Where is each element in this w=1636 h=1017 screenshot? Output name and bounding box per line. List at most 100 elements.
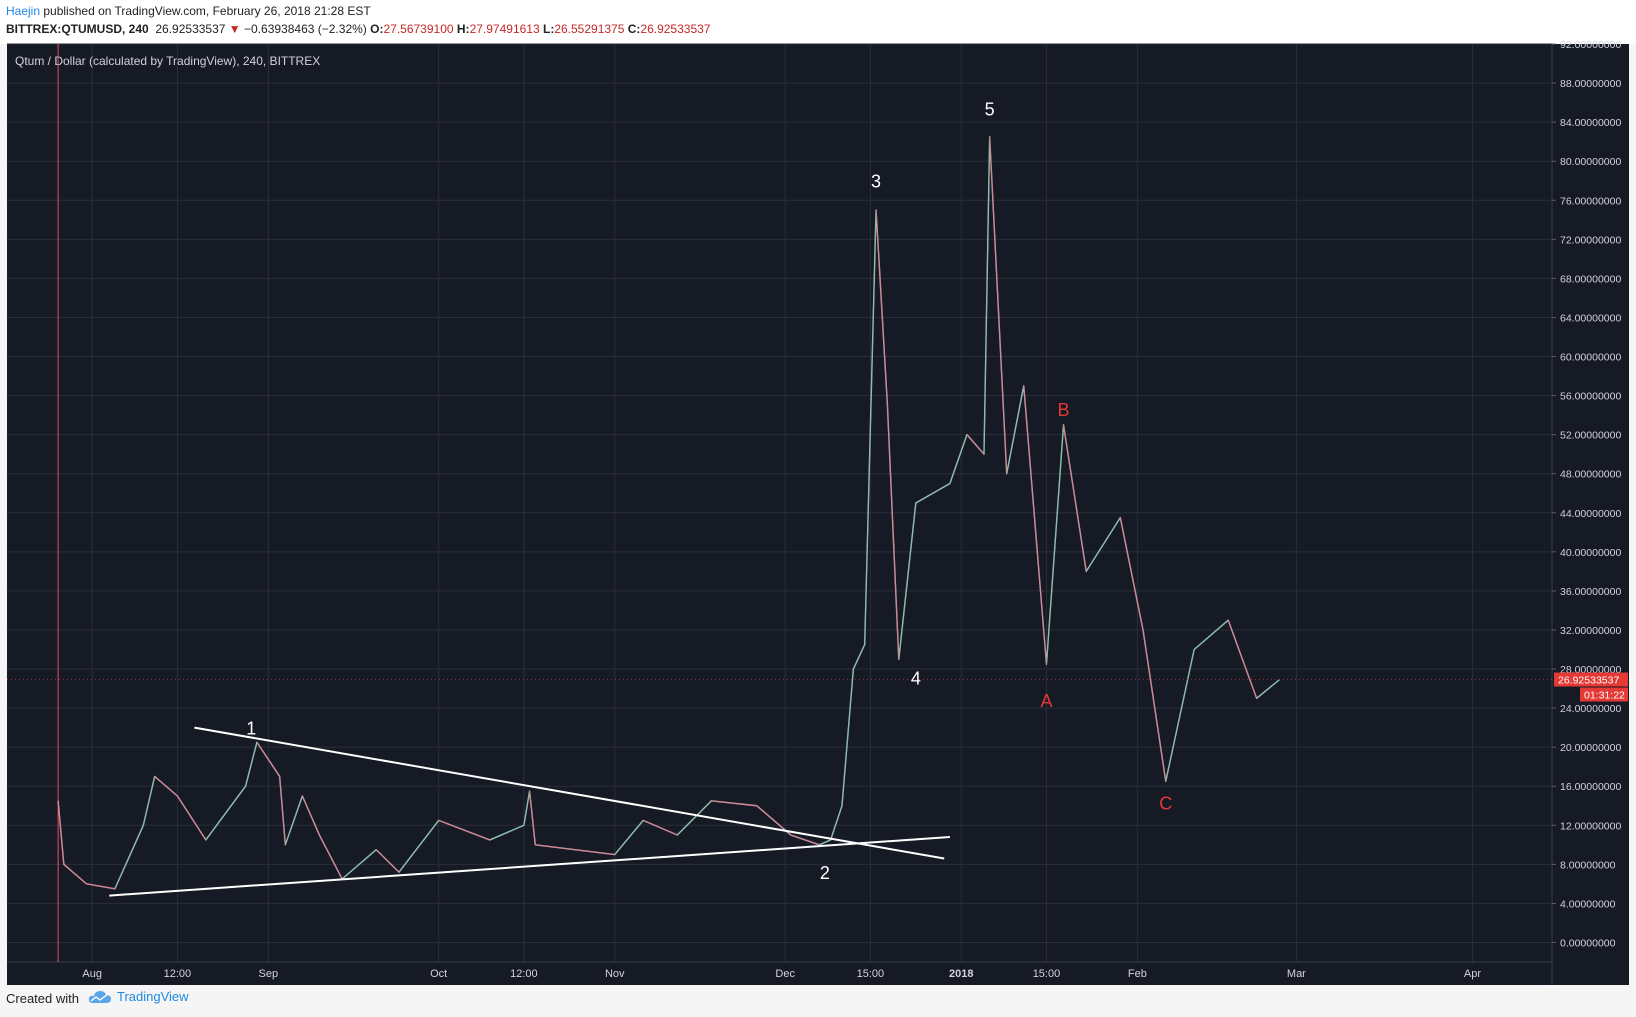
down-move-segment	[256, 742, 281, 777]
price-tick-label: 24.00000000	[1560, 703, 1621, 715]
wave-label: C	[1159, 794, 1172, 814]
down-move-segment	[790, 834, 820, 846]
price-tick-label: 20.00000000	[1560, 742, 1621, 754]
up-move-segment	[341, 849, 377, 880]
price-tick-label: 88.00000000	[1560, 78, 1621, 90]
price-tick-label: 64.00000000	[1560, 312, 1621, 324]
up-move-segment	[915, 483, 951, 504]
time-tick-label: Sep	[258, 968, 278, 980]
created-with-text: Created with	[6, 991, 79, 1006]
last-price-tag-label: 26.92533537	[1558, 675, 1619, 687]
wave-label: 3	[871, 172, 881, 192]
tradingview-brand-label: TradingView	[117, 989, 189, 1004]
up-move-segment	[1046, 424, 1064, 665]
time-tick-label: Dec	[775, 968, 795, 980]
time-tick-label: 15:00	[857, 968, 885, 980]
up-move-segment	[949, 434, 968, 484]
low-label: L:	[542, 22, 555, 36]
price-tick-label: 12.00000000	[1560, 820, 1621, 832]
down-move-segment	[177, 795, 207, 841]
time-tick-label: 2018	[949, 968, 973, 980]
last-price-tag	[1554, 672, 1628, 687]
up-move-segment	[1256, 679, 1280, 699]
price-axis[interactable]: 92.00000000 88.00000000 84.00000000 80.0000…	[1552, 39, 1621, 949]
up-move-segment	[983, 136, 991, 455]
up-move-segment	[830, 805, 843, 841]
up-move-segment	[205, 785, 246, 841]
publish-info: Haejin published on TradingView.com, Feb…	[6, 4, 371, 18]
time-axis[interactable]: Aug 12:00 Sep Oct 12:00 Nov Dec 15:00 2018 15:00 F…	[82, 968, 1481, 980]
down-move-segment	[57, 800, 65, 865]
time-tick-label: 12:00	[510, 968, 538, 980]
close-value: 26.92533537	[640, 22, 711, 36]
time-tick-label: Mar	[1287, 968, 1306, 980]
down-move-segment	[375, 849, 400, 873]
wave-label: A	[1040, 691, 1052, 711]
up-move-segment	[1193, 619, 1229, 650]
up-move-segment	[1085, 517, 1121, 572]
price-tick-label: 76.00000000	[1560, 195, 1621, 207]
down-move-segment	[1142, 629, 1167, 782]
chart-pane[interactable]	[7, 44, 1629, 985]
price-change: −0.63938463 (−2.32%)	[244, 22, 367, 36]
price-tick-label: 92.00000000	[1560, 39, 1621, 51]
author-link[interactable]: Haejin	[6, 4, 41, 18]
wave-label: 1	[246, 718, 256, 738]
price-tick-label: 40.00000000	[1560, 547, 1621, 559]
up-move-segment	[676, 800, 712, 836]
price-tick-label: 4.00000000	[1560, 898, 1616, 910]
publish-text: published on TradingView.com, February 2…	[40, 4, 371, 18]
last-price-tags: 26.92533537 01:31:22	[7, 672, 1628, 702]
price-tick-label: 16.00000000	[1560, 781, 1621, 793]
wave-label: 2	[820, 863, 830, 883]
up-move-segment	[142, 776, 156, 826]
price-tick-label: 48.00000000	[1560, 469, 1621, 481]
price-tick-label: 44.00000000	[1560, 508, 1621, 520]
price-tick-label: 56.00000000	[1560, 391, 1621, 403]
up-move-segment	[1006, 385, 1025, 474]
price-tick-label: 72.00000000	[1560, 234, 1621, 246]
down-move-segment	[989, 136, 1008, 474]
down-move-segment	[301, 795, 320, 836]
header-bar: Haejin published on TradingView.com, Feb…	[0, 0, 1636, 44]
wave-label: 5	[985, 99, 995, 119]
ohlc-info: BITTREX:QTUMUSD, 240 26.92533537 ▼ −0.63…	[6, 22, 710, 36]
open-label: O:	[370, 22, 384, 36]
time-tick-label: Nov	[605, 968, 625, 980]
down-move-segment	[319, 834, 343, 880]
down-move-segment	[1063, 424, 1087, 572]
up-move-segment	[245, 742, 258, 787]
up-move-segment	[489, 824, 525, 841]
up-move-segment	[614, 820, 644, 855]
price-tick-label: 36.00000000	[1560, 586, 1621, 598]
up-move-segment	[284, 795, 303, 845]
symbol-label: BITTREX:QTUMUSD, 240	[6, 22, 149, 36]
wave-labels: 1 2 3 4 5 A B C	[246, 99, 1172, 883]
up-move-segment	[898, 502, 917, 660]
chart-title: Qtum / Dollar (calculated by TradingView…	[15, 54, 320, 68]
tradingview-cloud-icon	[88, 990, 111, 1003]
down-move-segment	[711, 800, 757, 807]
down-move-segment	[642, 819, 678, 836]
price-series	[57, 136, 1280, 890]
down-move-segment	[1227, 620, 1258, 699]
down-move-segment	[63, 863, 87, 885]
trendlines[interactable]	[109, 726, 950, 897]
down-move-segment	[154, 776, 178, 797]
time-tick-label: 12:00	[164, 968, 192, 980]
grid-lines	[7, 43, 1552, 962]
price-tick-label: 32.00000000	[1560, 625, 1621, 637]
time-tick-label: 15:00	[1033, 968, 1061, 980]
price-tick-label: 84.00000000	[1560, 117, 1621, 129]
down-move-segment	[86, 883, 115, 890]
up-move-segment	[841, 668, 854, 806]
up-move-segment	[819, 839, 831, 846]
countdown-label: 01:31:22	[1584, 690, 1625, 702]
down-move-segment	[886, 405, 900, 660]
open-value: 27.56739100	[383, 22, 454, 36]
up-move-segment	[523, 791, 531, 826]
time-tick-label: Apr	[1464, 968, 1481, 980]
tradingview-link[interactable]: TradingView	[88, 989, 189, 1004]
wave-label: B	[1057, 400, 1069, 420]
